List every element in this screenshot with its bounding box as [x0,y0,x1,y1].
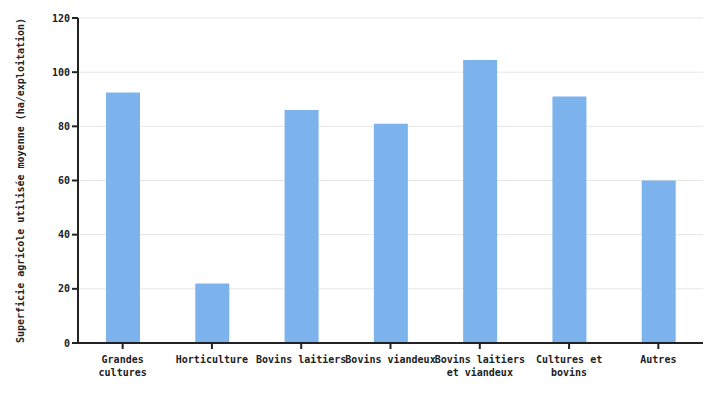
svg-text:cultures: cultures [99,367,147,378]
svg-text:40: 40 [58,229,70,240]
svg-text:100: 100 [52,67,70,78]
svg-text:bovins: bovins [551,367,587,378]
svg-text:Autres: Autres [640,354,676,365]
svg-text:Grandes: Grandes [102,354,144,365]
svg-text:60: 60 [58,175,70,186]
svg-text:Bovins laitiers: Bovins laitiers [435,354,525,365]
svg-text:et viandeux: et viandeux [447,367,513,378]
svg-text:Cultures et: Cultures et [536,354,602,365]
svg-text:20: 20 [58,283,70,294]
svg-text:Bovins viandeux: Bovins viandeux [345,354,435,365]
svg-text:Bovins laitiers: Bovins laitiers [256,354,346,365]
svg-text:120: 120 [52,13,70,24]
svg-text:Horticulture: Horticulture [176,354,248,365]
svg-text:80: 80 [58,121,70,132]
svg-text:0: 0 [64,338,70,349]
svg-text:Superficie agricole utilisée m: Superficie agricole utilisée moyenne (ha… [15,18,26,343]
